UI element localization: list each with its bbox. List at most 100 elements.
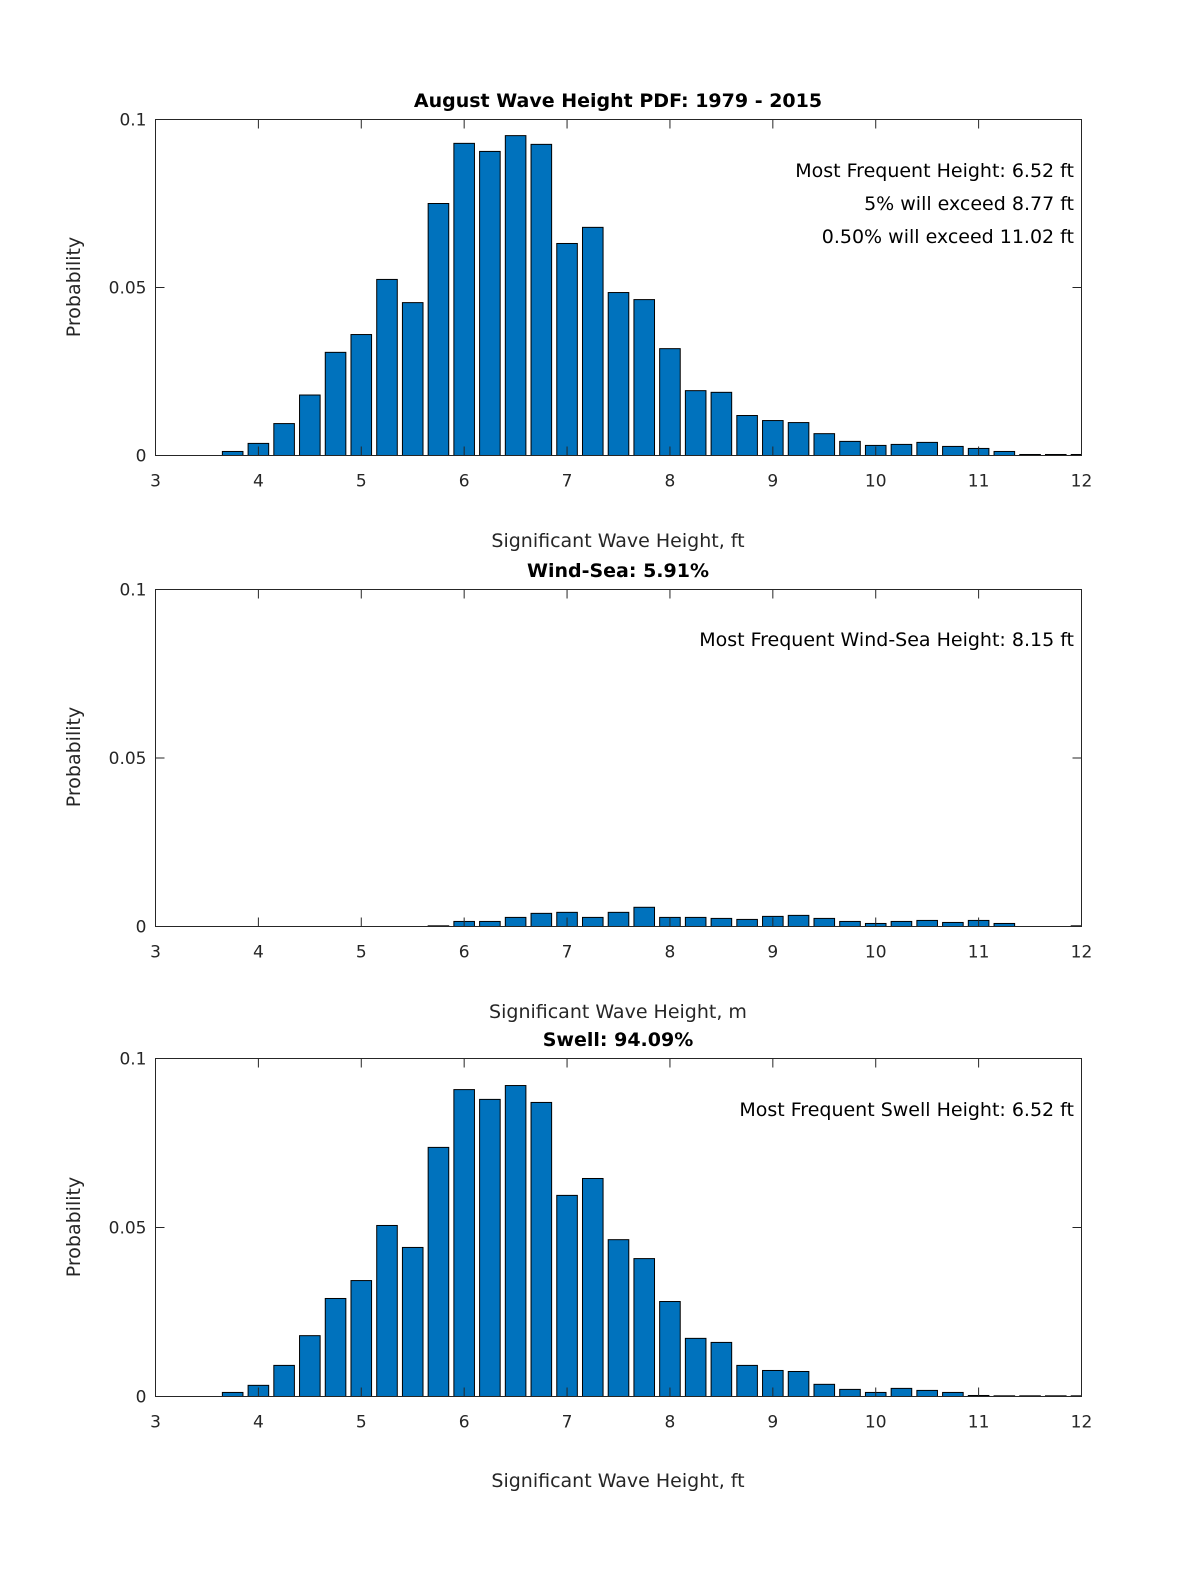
bar (813, 917, 836, 927)
bar (710, 1341, 733, 1398)
bar (736, 415, 758, 456)
bar (581, 226, 604, 456)
bar (916, 1389, 938, 1398)
y-tick-label: 0.05 (109, 1219, 147, 1239)
x-axis-label: Significant Wave Height, m (489, 1001, 747, 1023)
bar (530, 1101, 553, 1397)
annotation-most-frequent: Most Frequent Swell Height: 6.52 ft (739, 1099, 1074, 1121)
bar (504, 1085, 527, 1398)
bars (221, 135, 1082, 457)
x-tick-label: 10 (865, 1413, 887, 1433)
x-tick-label: 4 (253, 943, 264, 963)
annotation-most-frequent: Most Frequent Height: 6.52 ft (795, 160, 1074, 182)
x-tick-label: 7 (562, 1413, 573, 1433)
bar (787, 914, 810, 928)
bar (942, 1391, 964, 1397)
bar (607, 292, 630, 457)
annotation-most-frequent: Most Frequent Wind-Sea Height: 8.15 ft (699, 629, 1074, 651)
bar (581, 1177, 604, 1397)
bar (736, 1364, 758, 1398)
bar (530, 143, 553, 456)
x-tick-label: 6 (459, 1413, 470, 1433)
bar (350, 1280, 373, 1398)
y-tick-labels: 0 0.05 0.1 (109, 581, 147, 938)
bar (453, 1089, 475, 1397)
bar (299, 1335, 321, 1398)
bar (890, 443, 913, 456)
y-tick-label: 0.05 (109, 279, 147, 299)
y-axis-label: Probability (63, 237, 85, 337)
x-tick-labels: 3 4 5 6 7 8 9 10 11 12 (150, 472, 1092, 492)
bar (890, 920, 913, 928)
y-tick-label: 0 (136, 1388, 147, 1408)
bar (736, 918, 758, 927)
x-tick-labels: 3 4 5 6 7 8 9 10 11 12 (150, 1413, 1092, 1433)
y-axis-label: Probability (63, 1177, 85, 1277)
bar (273, 1364, 295, 1398)
bar (324, 351, 347, 456)
bar (607, 1239, 630, 1397)
y-tick-label: 0.1 (119, 581, 146, 601)
bar (839, 1388, 861, 1397)
x-tick-label: 7 (562, 943, 573, 963)
x-tick-label: 9 (767, 1413, 778, 1433)
bar (479, 150, 501, 456)
ticks (155, 119, 1082, 456)
bar (684, 1337, 707, 1398)
bar (504, 135, 527, 457)
bar (221, 1391, 244, 1397)
bar (581, 916, 604, 928)
x-tick-label: 8 (665, 943, 676, 963)
bar (221, 450, 244, 456)
y-tick-labels: 0 0.05 0.1 (109, 1050, 147, 1408)
y-tick-label: 0 (136, 918, 147, 938)
ticks (155, 1058, 1082, 1397)
x-tick-labels: 3 4 5 6 7 8 9 10 11 12 (150, 943, 1092, 963)
bar (942, 921, 964, 927)
bar (633, 1258, 656, 1397)
x-tick-label: 5 (356, 472, 367, 492)
bar (427, 1146, 450, 1398)
panel-wind-sea: Wind-Sea: 5.91% 3 4 5 6 7 8 9 10 11 12 0 0.05 0.1 M… (63, 560, 1092, 1023)
bar (916, 919, 938, 928)
bar (942, 445, 964, 457)
x-tick-label: 10 (865, 943, 887, 963)
bar (633, 299, 656, 457)
x-tick-label: 10 (865, 472, 887, 492)
x-tick-label: 3 (150, 1413, 161, 1433)
bar (376, 278, 398, 456)
bar (813, 1383, 836, 1398)
bar (916, 441, 938, 456)
x-axis-label: Significant Wave Height, ft (491, 1470, 744, 1492)
chart-title: August Wave Height PDF: 1979 - 2015 (414, 90, 822, 112)
y-tick-label: 0 (136, 447, 147, 467)
x-tick-label: 12 (1071, 943, 1093, 963)
bar (324, 1297, 347, 1397)
y-tick-label: 0.05 (109, 749, 147, 769)
bar (479, 920, 501, 928)
y-tick-label: 0.1 (119, 1050, 146, 1070)
x-tick-label: 7 (562, 472, 573, 492)
x-tick-label: 6 (459, 943, 470, 963)
bar (890, 1387, 913, 1397)
bar (401, 302, 424, 456)
bar (556, 242, 578, 456)
x-tick-label: 12 (1071, 1413, 1093, 1433)
x-tick-label: 9 (767, 472, 778, 492)
x-tick-label: 11 (968, 943, 990, 963)
bar (273, 423, 295, 456)
panel-swell: Swell: 94.09% 3 4 5 6 7 8 9 10 11 12 0 0.05 0.1 Mos… (63, 1029, 1092, 1492)
bar (993, 450, 1016, 456)
x-tick-label: 9 (767, 943, 778, 963)
x-tick-label: 8 (665, 472, 676, 492)
bar (684, 916, 707, 928)
x-tick-label: 3 (150, 943, 161, 963)
x-tick-label: 11 (968, 472, 990, 492)
ticks (155, 589, 1082, 927)
bar (350, 334, 373, 457)
bars (427, 906, 1082, 928)
x-tick-label: 12 (1071, 472, 1093, 492)
bar (376, 1224, 398, 1398)
bar (607, 911, 630, 928)
